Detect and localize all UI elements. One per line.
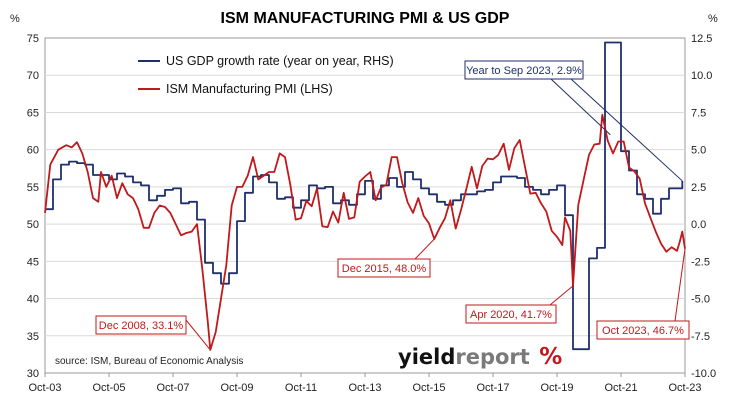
left-tick-label: 75 <box>27 33 39 45</box>
x-tick-label: Oct-05 <box>92 382 125 394</box>
x-tick-label: Oct-09 <box>220 382 253 394</box>
annotation-leader <box>550 78 611 136</box>
right-axis-unit: % <box>708 13 718 25</box>
left-tick-label: 40 <box>27 294 39 306</box>
annotation-leader <box>414 238 435 260</box>
annotation-label: Oct 2023, 46.7% <box>602 325 684 337</box>
right-tick-label: -5.0 <box>691 294 710 306</box>
annotation-box <box>95 315 187 335</box>
x-tick-label: Oct-23 <box>668 382 701 394</box>
annotation-leader <box>570 78 683 182</box>
annotation-leader <box>185 319 211 351</box>
right-tick-label: -10.0 <box>691 368 716 380</box>
series-line-pmi <box>44 113 686 351</box>
annotation-label: Dec 2008, 33.1% <box>99 320 184 332</box>
brand-logo-symbol: % <box>539 344 562 370</box>
right-tick-label: -2.5 <box>691 256 710 268</box>
svg-text:yieldreport %: yieldreport % <box>398 344 562 370</box>
left-axis-ticks: 30 35 40 45 50 55 60 65 70 75 <box>27 33 39 380</box>
right-tick-label: 5.0 <box>691 145 706 157</box>
x-tick-label: Oct-07 <box>156 382 189 394</box>
x-tick-label: Oct-11 <box>285 382 317 394</box>
x-tick-label: Oct-19 <box>540 382 573 394</box>
annotation-box <box>596 320 690 340</box>
x-tick-label: Oct-17 <box>476 382 509 394</box>
left-tick-label: 30 <box>27 368 39 380</box>
left-tick-label: 50 <box>27 219 39 231</box>
right-tick-label: 7.5 <box>691 107 706 119</box>
annotation-label: Apr 2020, 41.7% <box>470 309 552 321</box>
annotation-box <box>465 304 557 324</box>
series-layer <box>44 41 686 351</box>
left-tick-label: 45 <box>27 256 39 268</box>
legend-label-gdp: US GDP growth rate (year on year, RHS) <box>166 54 394 68</box>
legend-label-pmi: ISM Manufacturing PMI (LHS) <box>166 82 333 96</box>
right-tick-label: 0.0 <box>691 219 706 231</box>
right-tick-label: -7.5 <box>691 331 710 343</box>
brand-logo: yieldreport % <box>398 344 562 370</box>
right-tick-label: 12.5 <box>691 33 712 45</box>
left-tick-label: 55 <box>27 182 39 194</box>
annotations: Year to Sep 2023, 2.9% Dec 2015, 48.0% Dec… <box>95 60 690 351</box>
brand-logo-light: report <box>455 345 529 369</box>
right-tick-label: 10.0 <box>691 70 712 82</box>
x-axis-ticks: Oct-03 Oct-05 Oct-07 Oct-09 Oct-11 Oct-13 Oct-… <box>28 373 702 394</box>
left-axis-unit: % <box>10 13 20 25</box>
right-axis-ticks: -10.0 -7.5 -5.0 -2.5 0.0 2.5 5.0 7.5 10.0 12.5 <box>691 33 716 380</box>
x-tick-label: Oct-03 <box>28 382 61 394</box>
annotation-leader <box>549 285 574 306</box>
left-tick-label: 60 <box>27 145 39 157</box>
annotation-box <box>337 258 431 278</box>
annotation-label: Year to Sep 2023, 2.9% <box>466 65 582 77</box>
legend: US GDP growth rate (year on year, RHS) I… <box>138 54 394 96</box>
source-note: source: ISM, Bureau of Economic Analysis <box>55 356 243 367</box>
annotation-leader <box>674 248 686 322</box>
left-tick-label: 70 <box>27 70 39 82</box>
left-tick-label: 35 <box>27 331 39 343</box>
chart-title: ISM MANUFACTURING PMI & US GDP <box>221 10 510 27</box>
x-tick-label: Oct-21 <box>604 382 637 394</box>
left-tick-label: 65 <box>27 107 39 119</box>
gridlines <box>45 74 685 337</box>
right-tick-label: 2.5 <box>691 182 706 194</box>
brand-logo-bold: yield <box>398 345 455 369</box>
x-tick-label: Oct-15 <box>412 382 445 394</box>
x-tick-label: Oct-13 <box>348 382 381 394</box>
annotation-box <box>464 60 584 80</box>
annotation-label: Dec 2015, 48.0% <box>342 263 427 275</box>
